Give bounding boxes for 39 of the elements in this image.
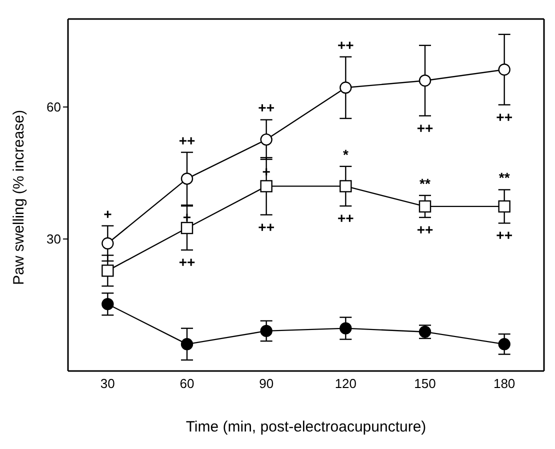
annotation: + [104,206,112,222]
point [260,133,272,146]
point [102,237,114,250]
point [102,298,114,310]
x-tick-label: 180 [493,376,516,392]
annotation: ** [420,175,431,192]
x-tick-label: 30 [100,376,115,392]
annotation: ** [498,170,510,186]
point [260,180,272,192]
x-axis-title: Time (min, post-electroacupuncture) [186,418,426,436]
point [340,82,352,94]
annotation: * [342,146,349,162]
annotation: ++ [178,254,196,270]
point [498,338,510,350]
annotation: ++ [337,36,354,53]
point [340,322,352,334]
point [418,200,432,213]
annotation: ++ [178,132,196,148]
point [340,180,352,192]
point [180,172,194,185]
annotation: ++ [258,218,275,235]
x-tick-label: 90 [259,376,274,392]
x-tick-label: 120 [334,376,357,392]
x-tick-label: 60 [180,376,194,392]
annotation: ++ [496,108,513,125]
point [180,222,194,234]
point [418,74,432,87]
annotation: ++ [496,227,513,244]
annotation: ++ [337,210,354,226]
point [180,338,194,350]
annotation: ++ [258,100,275,116]
annotation: ++ [416,120,434,136]
point [498,200,510,213]
x-tick-label: 150 [414,376,436,392]
point [260,324,272,338]
point [498,63,510,76]
y-axis-title: Paw swelling (% increase) [10,110,28,285]
annotation: ++ [416,221,434,238]
point [102,264,114,277]
